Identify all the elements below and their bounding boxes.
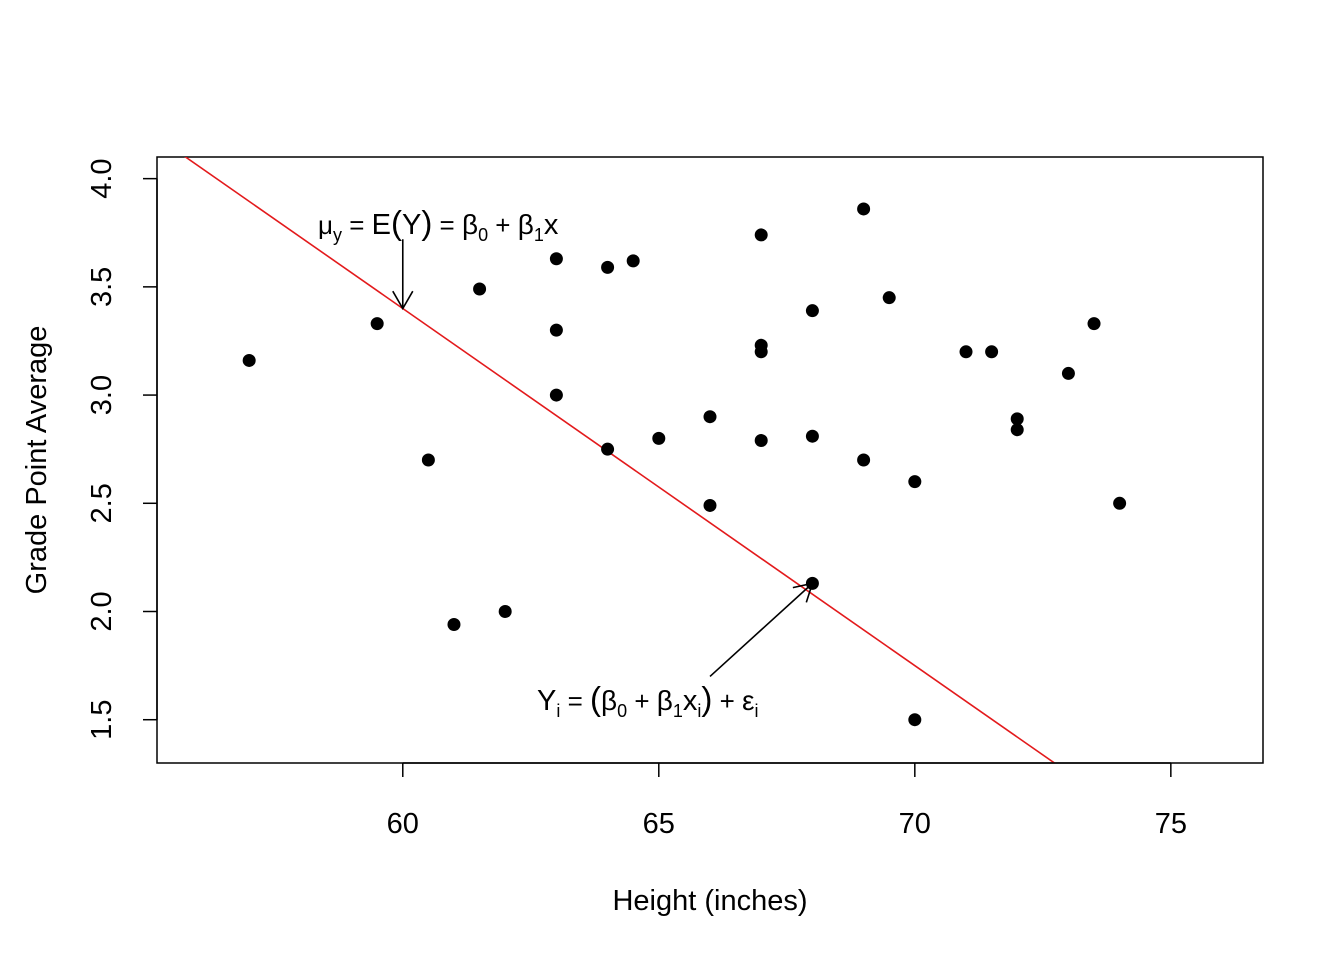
- data-point: [498, 605, 512, 618]
- data-point: [857, 202, 871, 216]
- data-point: [1010, 423, 1024, 437]
- data-point: [882, 291, 896, 305]
- data-point: [473, 282, 487, 296]
- annotation-observation-equation: Yi = (β0 + β1xi) + εi: [537, 680, 759, 721]
- y-tick-label: 4.0: [86, 158, 118, 198]
- y-axis-title: Grade Point Average: [21, 326, 53, 595]
- y-tick-label: 3.5: [86, 267, 118, 307]
- data-point: [549, 388, 563, 402]
- data-point: [652, 431, 666, 445]
- data-point: [703, 498, 717, 512]
- annotation-arrows: [392, 239, 814, 678]
- data-point: [703, 410, 717, 424]
- data-point: [447, 617, 461, 631]
- data-point: [626, 254, 640, 268]
- data-point: [857, 453, 871, 467]
- y-axis: 1.5 2.0 2.5 3.0 3.5 4.0: [86, 158, 158, 740]
- data-point: [1113, 496, 1127, 510]
- x-tick-label: 65: [643, 808, 675, 840]
- data-point: [1010, 412, 1024, 426]
- data-point: [754, 434, 768, 448]
- data-point: [601, 260, 615, 274]
- y-tick-label: 1.5: [86, 700, 118, 740]
- x-tick-label: 60: [387, 808, 419, 840]
- data-point: [549, 323, 563, 337]
- data-point: [1087, 317, 1101, 331]
- data-point: [959, 345, 973, 359]
- x-axis-title: Height (inches): [612, 885, 807, 917]
- data-point: [601, 442, 615, 456]
- data-point: [908, 713, 922, 727]
- x-axis: 60 65 70 75: [387, 762, 1187, 840]
- data-point: [754, 228, 768, 242]
- observation-equation-arrow: [709, 582, 814, 678]
- y-tick-label: 3.0: [86, 375, 118, 415]
- data-point: [1061, 366, 1075, 380]
- y-tick-label: 2.0: [86, 591, 118, 631]
- y-tick-label: 2.5: [86, 483, 118, 523]
- regression-layer: [184, 157, 1056, 763]
- regression-line: [184, 157, 1056, 763]
- data-point: [242, 353, 256, 367]
- data-point: [805, 429, 819, 443]
- annotation-mean-equation: μy = E(Y) = β0 + β1x: [318, 204, 559, 245]
- data-point: [421, 453, 435, 467]
- mean-equation-arrow: [392, 239, 414, 311]
- data-point: [754, 345, 768, 359]
- data-point: [908, 475, 922, 489]
- plot-frame: [156, 156, 1264, 764]
- data-point: [805, 304, 819, 318]
- x-tick-label: 70: [899, 808, 931, 840]
- x-tick-label: 75: [1155, 808, 1187, 840]
- points-layer: [242, 202, 1127, 727]
- data-point: [370, 317, 384, 331]
- data-point: [549, 252, 563, 266]
- data-point: [985, 345, 999, 359]
